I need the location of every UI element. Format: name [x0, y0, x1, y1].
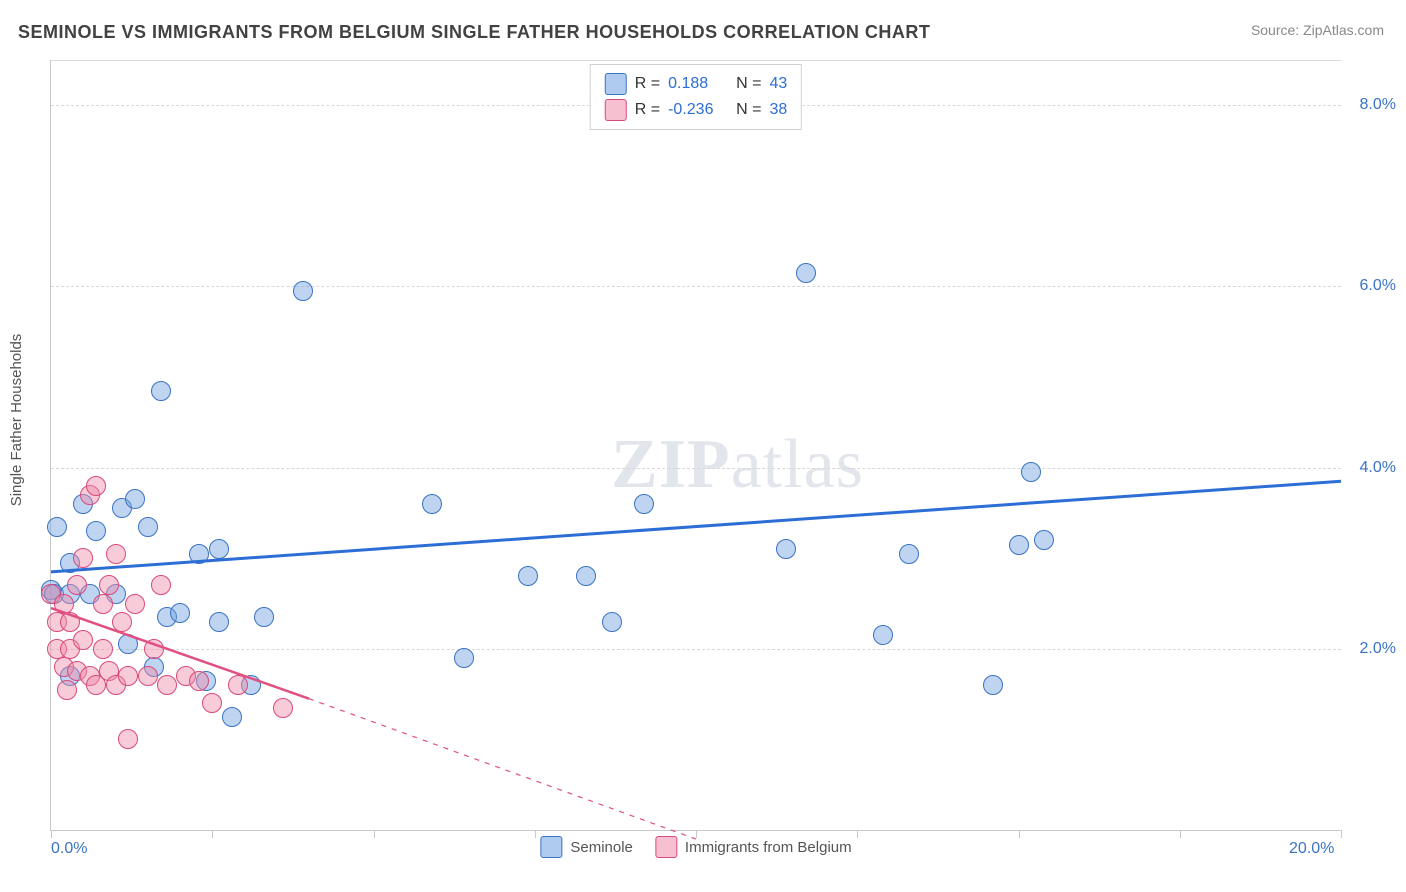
y-axis-title: Single Father Households — [8, 334, 25, 507]
legend-swatch-pink — [605, 99, 627, 121]
legend-item-seminole: Seminole — [540, 836, 633, 858]
x-tick — [1019, 830, 1020, 838]
legend-r-value-2: -0.236 — [668, 97, 728, 123]
y-tick-label: 4.0% — [1360, 459, 1396, 477]
legend-n-value-1: 43 — [769, 71, 787, 97]
legend-label: Seminole — [570, 839, 633, 856]
legend-item-belgium: Immigrants from Belgium — [655, 836, 852, 858]
x-tick-label: 20.0% — [1289, 840, 1334, 858]
legend-series: Seminole Immigrants from Belgium — [540, 836, 851, 858]
trend-lines — [51, 60, 1341, 830]
source-attribution: Source: ZipAtlas.com — [1251, 22, 1384, 38]
legend-n-label: N = — [736, 97, 761, 123]
legend-swatch-blue — [540, 836, 562, 858]
source-prefix: Source: — [1251, 22, 1303, 38]
legend-r-label: R = — [635, 71, 660, 97]
scatter-chart: ZIPatlas R = 0.188 N = 43 R = -0.236 N =… — [50, 60, 1341, 831]
x-tick — [696, 830, 697, 838]
legend-stats-row-1: R = 0.188 N = 43 — [605, 71, 787, 97]
x-tick — [1180, 830, 1181, 838]
x-tick — [212, 830, 213, 838]
trendline-belgium-dashed — [309, 699, 696, 839]
trendline-belgium-solid — [51, 608, 309, 699]
legend-n-label: N = — [736, 71, 761, 97]
y-tick-label: 6.0% — [1360, 277, 1396, 295]
legend-r-label: R = — [635, 97, 660, 123]
x-tick — [51, 830, 52, 838]
legend-swatch-blue — [605, 73, 627, 95]
legend-stats-row-2: R = -0.236 N = 38 — [605, 97, 787, 123]
chart-title: SEMINOLE VS IMMIGRANTS FROM BELGIUM SING… — [18, 22, 930, 43]
x-tick — [1341, 830, 1342, 838]
x-tick — [535, 830, 536, 838]
legend-r-value-1: 0.188 — [668, 71, 728, 97]
x-tick — [857, 830, 858, 838]
legend-n-value-2: 38 — [769, 97, 787, 123]
legend-swatch-pink — [655, 836, 677, 858]
source-link[interactable]: ZipAtlas.com — [1303, 22, 1384, 38]
y-tick-label: 2.0% — [1360, 640, 1396, 658]
x-tick — [374, 830, 375, 838]
y-tick-label: 8.0% — [1360, 96, 1396, 114]
x-tick-label: 0.0% — [51, 840, 87, 858]
legend-label: Immigrants from Belgium — [685, 839, 852, 856]
trendline-seminole — [51, 481, 1341, 572]
legend-stats-box: R = 0.188 N = 43 R = -0.236 N = 38 — [590, 64, 802, 130]
